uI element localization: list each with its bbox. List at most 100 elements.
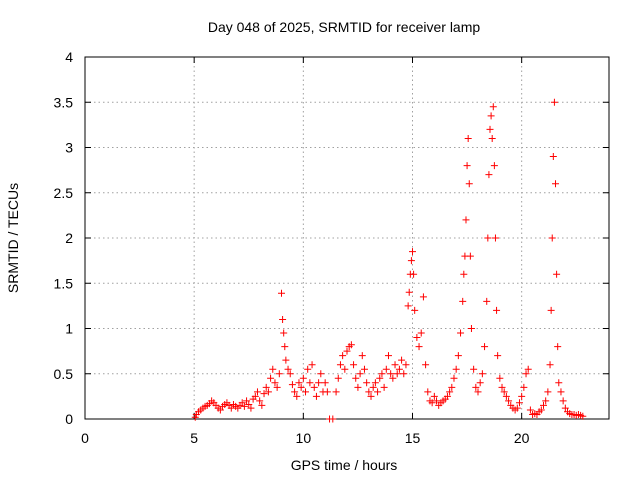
data-point [360, 365, 368, 373]
data-point [478, 370, 486, 378]
x-tick-label: 15 [405, 430, 421, 446]
data-point [279, 315, 287, 323]
data-point [404, 302, 412, 310]
data-point [524, 365, 532, 373]
data-point [410, 270, 418, 278]
data-point [459, 297, 467, 305]
data-point [579, 412, 587, 420]
data-point [323, 388, 331, 396]
data-point [382, 365, 390, 373]
data-point [369, 383, 377, 391]
data-point [291, 388, 299, 396]
data-point [365, 388, 373, 396]
data-point [555, 379, 563, 387]
data-point [544, 388, 552, 396]
data-point [389, 374, 397, 382]
data-point [395, 365, 403, 373]
data-point [284, 365, 292, 373]
data-point [552, 180, 560, 188]
data-point [430, 392, 438, 400]
data-point [321, 379, 329, 387]
data-point [542, 397, 550, 405]
data-point [400, 370, 408, 378]
data-point [343, 347, 351, 355]
data-point [409, 248, 416, 256]
data-point [513, 404, 521, 412]
data-point [371, 379, 379, 387]
data-point [520, 383, 528, 391]
data-point [376, 374, 384, 382]
y-tick-label: 0.5 [54, 366, 74, 382]
data-point [443, 392, 451, 400]
data-point [450, 374, 458, 382]
data-point [488, 134, 496, 142]
data-point [537, 406, 545, 414]
data-point [288, 381, 296, 389]
axis-ticks: 0 5 10 15 20 0 0.5 1 1.5 2 2.5 3 3.5 4 [54, 49, 609, 446]
data-point [494, 352, 502, 360]
data-point [358, 352, 366, 360]
data-point [227, 404, 235, 412]
data-point [245, 401, 253, 409]
data-point [465, 180, 473, 188]
data-point [256, 397, 264, 405]
data-point [548, 234, 556, 242]
x-tick-label: 20 [514, 430, 530, 446]
data-point [280, 329, 288, 337]
data-point [540, 401, 547, 409]
data-point [464, 134, 472, 142]
data-point [310, 383, 318, 391]
data-point [496, 374, 504, 382]
data-point [433, 397, 441, 405]
data-point [243, 397, 251, 405]
chart-title: Day 048 of 2025, SRMTID for receiver lam… [208, 19, 481, 35]
data-point [411, 306, 419, 314]
data-point [559, 397, 567, 405]
data-point [262, 383, 270, 391]
data-point [470, 365, 478, 373]
data-point [476, 379, 484, 387]
data-point [271, 379, 279, 387]
data-point [546, 361, 554, 369]
data-point [286, 370, 294, 378]
data-point [384, 352, 392, 360]
data-point [502, 392, 510, 400]
y-tick-label: 2 [65, 230, 73, 246]
data-point [269, 365, 277, 373]
data-point [487, 112, 495, 120]
data-point [489, 103, 497, 111]
data-point [251, 392, 259, 400]
data-point [297, 383, 305, 391]
x-tick-label: 5 [190, 430, 198, 446]
data-point [391, 361, 399, 369]
data-point [302, 388, 310, 396]
data-point [402, 361, 410, 369]
data-point [247, 404, 255, 412]
data-point [273, 383, 281, 391]
data-point [518, 392, 526, 400]
data-point [446, 388, 454, 396]
y-tick-label: 2.5 [54, 185, 74, 201]
data-point [264, 388, 272, 396]
y-axis-label: SRMTID / TECUs [5, 183, 21, 293]
data-point [505, 397, 513, 405]
data-point [463, 162, 471, 170]
data-point [315, 379, 323, 387]
data-point [281, 343, 289, 351]
data-point [454, 352, 462, 360]
x-tick-label: 10 [296, 430, 312, 446]
x-axis-label: GPS time / hours [291, 457, 398, 473]
data-point [347, 341, 355, 349]
data-point [308, 361, 316, 369]
data-point [422, 361, 430, 369]
y-tick-label: 4 [65, 49, 73, 65]
data-point [240, 402, 248, 410]
data-point [466, 252, 474, 260]
data-point [483, 297, 491, 305]
data-point [484, 234, 492, 242]
data-point [493, 306, 501, 314]
x-tick-label: 0 [81, 430, 89, 446]
data-point [350, 361, 358, 369]
data-point [295, 379, 303, 387]
